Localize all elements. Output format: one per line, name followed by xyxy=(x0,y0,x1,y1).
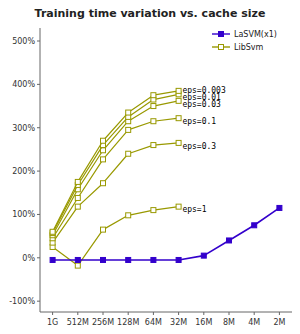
y-tick-label: 0% xyxy=(22,254,35,263)
series-line xyxy=(53,91,179,232)
y-axis xyxy=(40,28,41,312)
point xyxy=(101,181,106,186)
series-line xyxy=(53,94,179,233)
x-tick-label: 4M xyxy=(248,318,260,327)
series-line xyxy=(53,101,179,235)
point xyxy=(75,204,80,209)
point xyxy=(126,213,131,218)
point xyxy=(252,223,257,228)
x-tick-label: 32M xyxy=(170,318,187,327)
x-tick xyxy=(279,312,280,315)
point xyxy=(126,127,131,132)
x-tick xyxy=(229,312,230,315)
y-tick xyxy=(37,171,40,172)
point xyxy=(151,104,156,109)
annotation: eps=0.3 xyxy=(182,142,216,151)
annotation: eps=0.03 xyxy=(182,100,221,109)
x-tick xyxy=(178,312,179,315)
y-tick xyxy=(37,84,40,85)
series-line xyxy=(53,208,280,260)
point xyxy=(176,204,181,209)
x-tick xyxy=(103,312,104,315)
legend-label: LaSVM(x1) xyxy=(234,30,277,39)
y-tick xyxy=(37,41,40,42)
point xyxy=(50,229,55,234)
annotation: eps=1 xyxy=(182,205,206,214)
point xyxy=(176,140,181,145)
legend-marker xyxy=(219,32,224,37)
point xyxy=(101,257,106,262)
x-tick xyxy=(203,312,204,315)
x-tick-label: 64M xyxy=(145,318,162,327)
point xyxy=(101,157,106,162)
x-tick-label: 2M xyxy=(273,318,285,327)
legend: LaSVM(x1) LibSvm xyxy=(212,30,277,52)
point xyxy=(126,151,131,156)
point xyxy=(151,143,156,148)
y-tick xyxy=(37,257,40,258)
point xyxy=(75,263,80,268)
point xyxy=(101,227,106,232)
y-tick-label: 100% xyxy=(12,210,35,219)
series-line xyxy=(53,143,179,243)
point xyxy=(227,238,232,243)
y-tick xyxy=(37,301,40,302)
point xyxy=(176,88,181,93)
point xyxy=(151,93,156,98)
point xyxy=(176,257,181,262)
x-tick xyxy=(77,312,78,315)
x-tick-label: 8M xyxy=(223,318,235,327)
point xyxy=(50,257,55,262)
x-tick xyxy=(153,312,154,315)
legend-marker xyxy=(219,45,224,50)
x-tick-label: 512M xyxy=(67,318,89,327)
point xyxy=(176,98,181,103)
x-tick xyxy=(254,312,255,315)
x-tick xyxy=(52,312,53,315)
y-tick-label: 500% xyxy=(12,37,35,46)
y-tick xyxy=(37,127,40,128)
y-tick-label: 300% xyxy=(12,124,35,133)
point xyxy=(126,110,131,115)
point xyxy=(151,119,156,124)
point xyxy=(201,253,206,258)
point xyxy=(101,138,106,143)
y-tick-label: -100% xyxy=(9,297,35,306)
x-tick-label: 16M xyxy=(195,318,212,327)
y-tick xyxy=(37,214,40,215)
title: Training time variation vs. cache size xyxy=(35,7,266,20)
point xyxy=(75,179,80,184)
point xyxy=(176,116,181,121)
x-tick xyxy=(128,312,129,315)
x-tick-label: 256M xyxy=(92,318,114,327)
y-tick-label: 200% xyxy=(12,167,35,176)
y-tick-label: 400% xyxy=(12,80,35,89)
x-tick-label: 128M xyxy=(117,318,139,327)
point xyxy=(151,257,156,262)
legend-label: LibSvm xyxy=(234,43,264,52)
chart: Training time variation vs. cache size -1… xyxy=(0,0,300,334)
point xyxy=(75,195,80,200)
point xyxy=(151,208,156,213)
point xyxy=(75,257,80,262)
x-tick-label: 1G xyxy=(47,318,58,327)
point xyxy=(126,257,131,262)
point xyxy=(277,205,282,210)
plot-area xyxy=(50,88,282,268)
annotation: eps=0.1 xyxy=(182,117,216,126)
